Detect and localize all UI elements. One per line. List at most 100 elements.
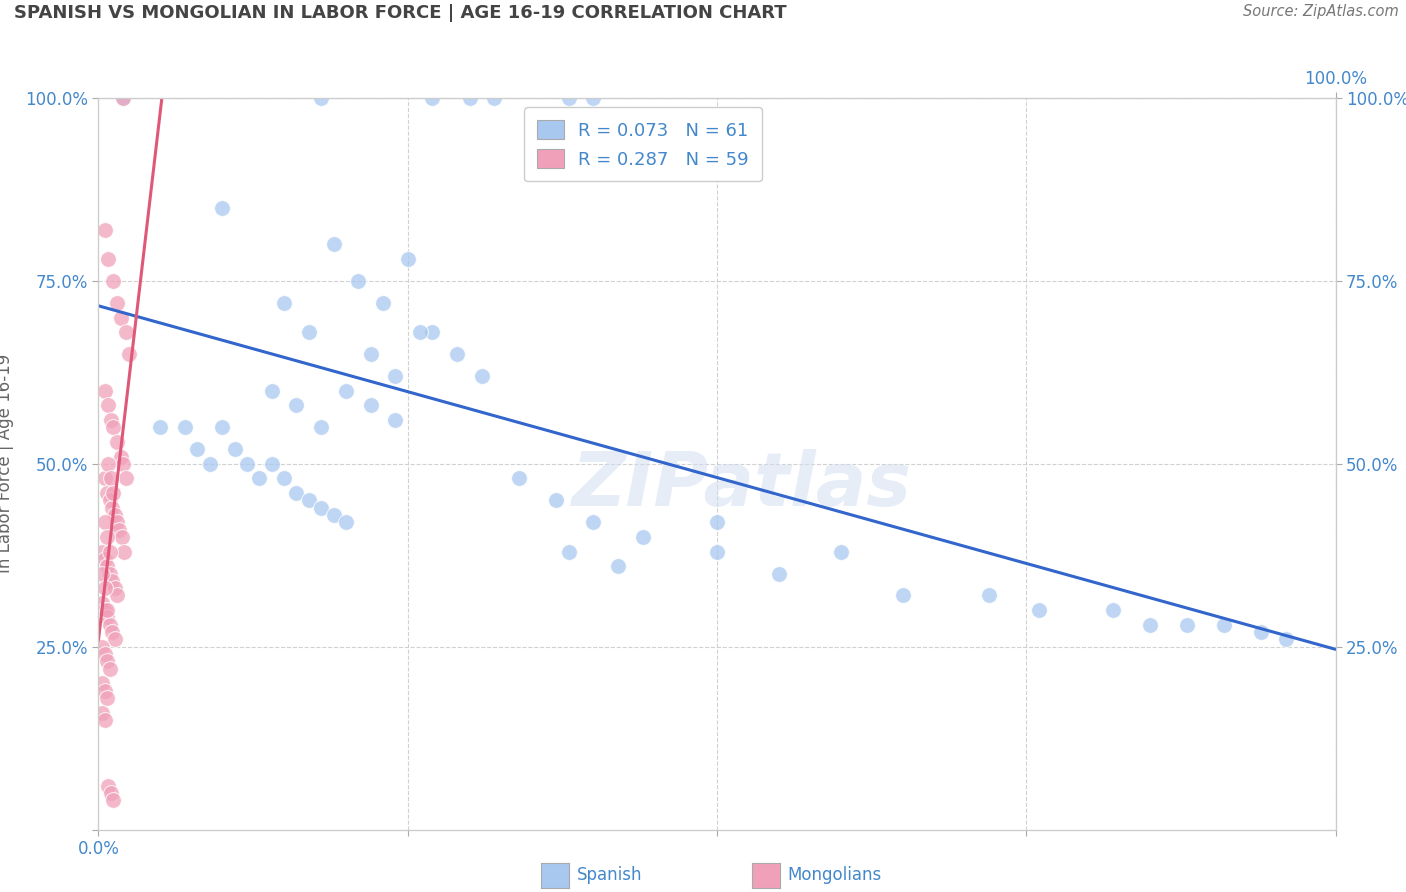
- Point: [211, 201, 233, 215]
- Point: [768, 566, 790, 581]
- Point: [101, 500, 124, 515]
- Point: [582, 516, 605, 530]
- Point: [97, 398, 120, 412]
- Point: [108, 523, 131, 537]
- Point: [309, 91, 332, 105]
- Point: [114, 325, 136, 339]
- Point: [96, 603, 118, 617]
- Point: [96, 654, 118, 668]
- Point: [706, 544, 728, 558]
- Legend: R = 0.073   N = 61, R = 0.287   N = 59: R = 0.073 N = 61, R = 0.287 N = 59: [524, 107, 762, 181]
- Point: [103, 486, 125, 500]
- Point: [93, 603, 115, 617]
- Point: [174, 420, 197, 434]
- Point: [309, 420, 332, 434]
- Point: [91, 544, 114, 558]
- Point: [110, 310, 132, 325]
- Point: [105, 296, 128, 310]
- Point: [273, 471, 295, 485]
- Point: [298, 493, 321, 508]
- Point: [96, 486, 118, 500]
- Point: [100, 471, 122, 485]
- Point: [260, 384, 283, 398]
- Point: [100, 786, 122, 800]
- Point: [211, 420, 233, 434]
- Point: [91, 596, 114, 610]
- Point: [110, 450, 132, 464]
- Point: [285, 486, 308, 500]
- Point: [98, 566, 121, 581]
- Point: [100, 413, 122, 427]
- Point: [631, 530, 654, 544]
- Point: [471, 369, 494, 384]
- Point: [446, 347, 468, 361]
- Point: [97, 779, 120, 793]
- Point: [93, 647, 115, 661]
- Point: [830, 544, 852, 558]
- Point: [224, 442, 246, 457]
- Point: [1250, 625, 1272, 640]
- Point: [273, 296, 295, 310]
- Point: [96, 559, 118, 574]
- Point: [97, 252, 120, 266]
- Point: [285, 398, 308, 412]
- Point: [111, 530, 134, 544]
- Point: [236, 457, 259, 471]
- Point: [97, 457, 120, 471]
- Point: [91, 640, 114, 654]
- Point: [298, 325, 321, 339]
- Point: [96, 690, 118, 705]
- Text: Mongolians: Mongolians: [787, 866, 882, 884]
- Point: [96, 610, 118, 624]
- Point: [557, 544, 579, 558]
- Point: [112, 544, 135, 558]
- Point: [396, 252, 419, 266]
- Point: [1275, 632, 1298, 647]
- Point: [260, 457, 283, 471]
- Point: [422, 91, 444, 105]
- Point: [93, 552, 115, 566]
- Point: [118, 347, 141, 361]
- Point: [114, 471, 136, 485]
- Y-axis label: In Labor Force | Age 16-19: In Labor Force | Age 16-19: [0, 354, 14, 574]
- Point: [101, 625, 124, 640]
- Point: [247, 471, 270, 485]
- Point: [309, 500, 332, 515]
- Point: [112, 91, 135, 105]
- Point: [91, 706, 114, 720]
- Point: [98, 662, 121, 676]
- Point: [105, 516, 128, 530]
- Point: [557, 91, 579, 105]
- Point: [98, 544, 121, 558]
- Point: [93, 516, 115, 530]
- Point: [384, 369, 406, 384]
- Text: Spanish: Spanish: [576, 866, 643, 884]
- Point: [322, 508, 344, 522]
- Point: [371, 296, 394, 310]
- Point: [360, 347, 382, 361]
- Point: [93, 471, 115, 485]
- Point: [322, 237, 344, 252]
- Point: [93, 384, 115, 398]
- Point: [335, 384, 357, 398]
- Point: [101, 574, 124, 588]
- Point: [458, 91, 481, 105]
- Point: [112, 457, 135, 471]
- Point: [1102, 603, 1125, 617]
- Point: [103, 508, 125, 522]
- Point: [1139, 617, 1161, 632]
- Point: [979, 589, 1001, 603]
- Point: [706, 516, 728, 530]
- Point: [1028, 603, 1050, 617]
- Point: [582, 91, 605, 105]
- Point: [546, 493, 568, 508]
- Point: [96, 530, 118, 544]
- Point: [335, 516, 357, 530]
- Point: [409, 325, 432, 339]
- Point: [105, 434, 128, 449]
- Point: [98, 493, 121, 508]
- Point: [103, 632, 125, 647]
- Point: [149, 420, 172, 434]
- Point: [1175, 617, 1198, 632]
- Point: [93, 683, 115, 698]
